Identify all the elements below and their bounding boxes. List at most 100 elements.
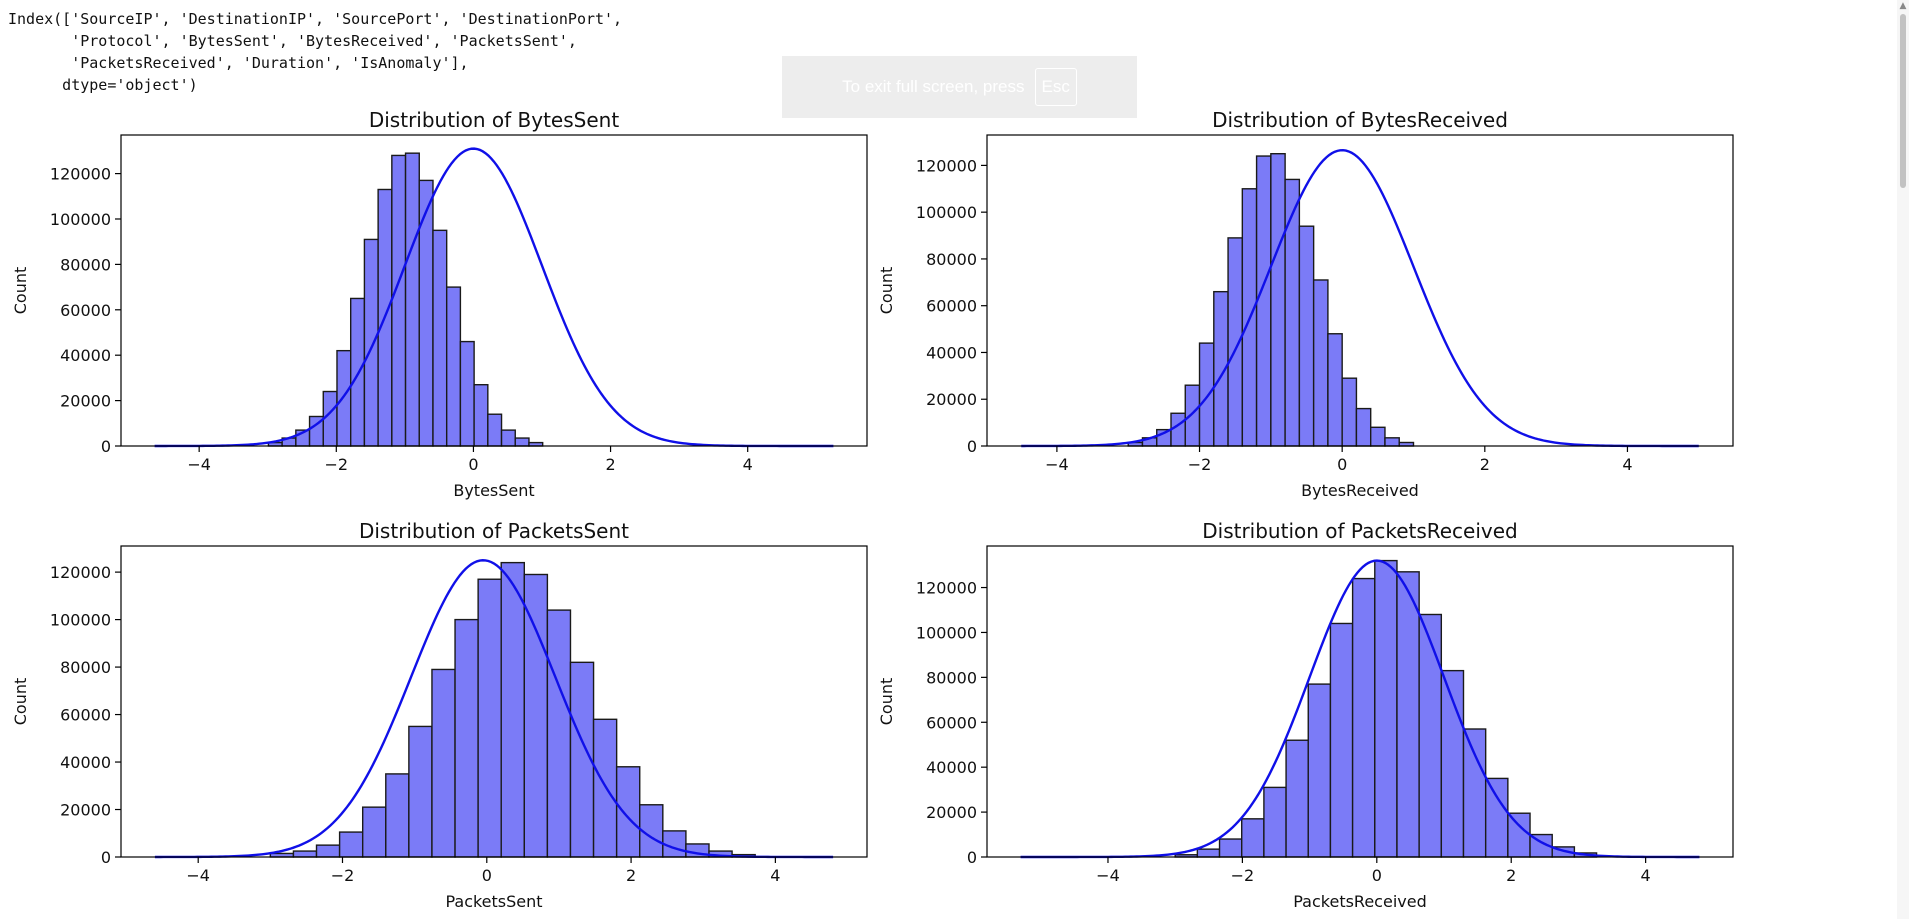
histogram-bar [1196,848,1221,858]
histogram-bar [1374,559,1398,858]
histogram-bar [487,413,503,447]
fullscreen-notice-text: To exit full screen, press [842,77,1025,96]
y-tick-label: 20000 [926,803,977,822]
x-tick-label: 0 [468,455,478,474]
y-tick-label: 80000 [60,658,111,677]
x-tick-label: 2 [1480,455,1490,474]
x-axis-label: BytesReceived [1301,481,1419,500]
y-tick-label: 120000 [916,156,977,175]
y-tick-label: 100000 [916,203,977,222]
histogram-bar [459,340,475,447]
x-tick-label: −4 [1096,866,1120,885]
chart-title: Distribution of BytesSent [369,108,619,132]
y-tick-label: 60000 [60,706,111,725]
x-tick-label: 2 [1506,866,1516,885]
y-tick-label: 40000 [60,346,111,365]
x-tick-label: −2 [331,866,355,885]
code-output: Index(['SourceIP', 'DestinationIP', 'Sou… [8,8,622,96]
histogram-bar [336,349,352,447]
histogram-bar [523,573,549,858]
y-tick-label: 120000 [50,165,111,184]
scroll-up-arrow-icon[interactable]: ▲ [1899,1,1907,11]
histogram-bar [361,806,387,858]
x-axis-label: PacketsSent [445,892,542,911]
fullscreen-exit-notice: To exit full screen, press Esc [782,56,1137,118]
x-tick-label: 4 [1641,866,1651,885]
histogram-bar [1284,178,1301,447]
chart-panel: −4 −2 0 2 4 0 20000 40000 60000 80000 100000 120000… [11,519,868,911]
x-tick-label: 0 [482,866,492,885]
kde-line [154,147,834,448]
x-axis-label: PacketsReceived [1293,892,1426,911]
histogram-bar [546,609,572,858]
y-tick-label: 0 [967,848,977,867]
histogram-bar [473,384,489,447]
scroll-thumb[interactable] [1900,14,1906,188]
plot-frame [120,134,868,447]
kde-line [154,559,834,859]
histogram-bar [315,844,341,858]
y-tick-label: 0 [101,437,111,456]
x-tick-label: 4 [743,455,753,474]
x-tick-label: −4 [187,455,211,474]
histogram-bar [500,429,516,447]
histogram-bar [1507,812,1531,858]
histogram-bar [408,725,433,858]
histogram-bar [1384,437,1400,447]
plot-frame [986,545,1734,858]
x-tick-label: −2 [1231,866,1255,885]
code-line: 'PacketsReceived', 'Duration', 'IsAnomal… [8,54,469,72]
histogram-bar [1329,622,1354,858]
chart-panel: −4 −2 0 2 4 0 20000 40000 60000 80000 100000 120000… [877,108,1734,500]
y-axis-label: Count [877,678,896,726]
y-tick-label: 100000 [916,623,977,642]
histogram-bar [1298,225,1315,447]
y-tick-label: 80000 [60,255,111,274]
esc-key-hint: Esc [1034,68,1077,106]
histogram-bar [500,561,526,858]
histogram-bar [592,718,618,858]
y-axis-label: Count [11,267,30,315]
histogram-bar [1341,377,1358,447]
histogram-bar [1355,407,1372,447]
histogram-bar [391,154,407,447]
y-tick-label: 0 [967,437,977,456]
x-tick-label: 2 [605,455,615,474]
x-tick-label: −4 [1045,455,1069,474]
x-tick-label: 2 [626,866,636,885]
histogram-bar [454,618,479,858]
histogram-bar [322,390,338,447]
histogram-bar [1484,777,1509,858]
histogram-bar [615,766,641,858]
plot-frame [120,545,868,858]
histogram-bar [1351,577,1376,858]
chart-title: Distribution of PacketsSent [359,519,629,543]
y-tick-label: 120000 [50,563,111,582]
histogram-bar [445,286,462,447]
histogram-bar [292,850,318,858]
scrollbar[interactable]: ▲ [1897,0,1909,919]
histogram-bar [1307,683,1332,858]
x-tick-label: −2 [1188,455,1212,474]
y-tick-label: 20000 [926,390,977,409]
plot-frame [986,134,1734,447]
chart-title: Distribution of PacketsReceived [1202,519,1518,543]
histogram-bar [1218,838,1243,858]
y-tick-label: 40000 [60,753,111,772]
histogram-bar [338,831,364,858]
histogram-bar [349,297,366,447]
code-line: dtype='object') [8,76,198,94]
y-tick-label: 40000 [926,758,977,777]
y-tick-label: 100000 [50,611,111,630]
chart-panel: −4 −2 0 2 4 0 20000 40000 60000 80000 100000 120000… [11,108,868,500]
y-tick-label: 60000 [926,713,977,732]
y-tick-label: 60000 [926,297,977,316]
code-line: Index(['SourceIP', 'DestinationIP', 'Sou… [8,10,623,28]
histogram-bar [1285,739,1309,858]
histogram-bar [431,668,456,858]
histogram-bar [1198,342,1215,447]
x-axis-label: BytesSent [453,481,534,500]
histogram-bar [432,229,448,447]
x-tick-label: 0 [1372,866,1382,885]
